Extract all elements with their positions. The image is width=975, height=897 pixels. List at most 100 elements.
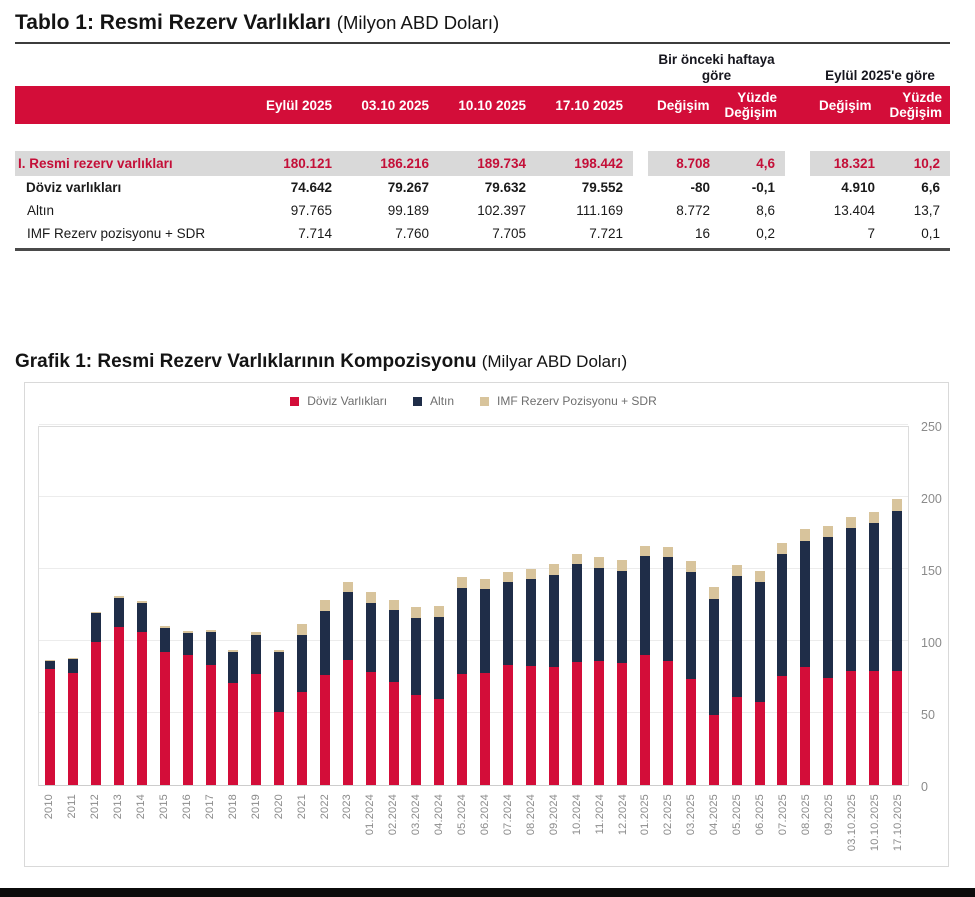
x-label-slot: 07.2025 (772, 794, 795, 868)
bar-2022 (319, 599, 330, 786)
group-header-september: Eylül 2025'e göre (825, 68, 935, 84)
row-value-1: 99.189 (387, 203, 429, 219)
x-tick-label: 10.10.2025 (868, 794, 881, 852)
bar-05.2025 (731, 564, 742, 786)
x-tick-label: 05.2025 (731, 794, 744, 836)
x-tick-label: 2015 (158, 794, 171, 820)
bar-segment (868, 670, 879, 786)
bar-segment (434, 616, 445, 700)
bar-segment (571, 553, 582, 564)
bar-slot (497, 427, 520, 786)
row-value-2: 189.734 (439, 151, 536, 177)
x-tick-label: 2010 (43, 794, 56, 820)
bar-segment (91, 612, 102, 614)
bar-segment (45, 660, 56, 669)
row-sept-pct: 6,6 (921, 180, 940, 196)
legend-swatch-icon (413, 396, 423, 406)
bar-03.2025 (685, 560, 696, 786)
bar-segment (800, 666, 811, 786)
gridline (39, 712, 908, 714)
bar-segment (319, 675, 330, 786)
bar-slot (863, 427, 886, 786)
bar-segment (68, 672, 79, 786)
bar-segment (708, 598, 719, 716)
bar-segment (205, 665, 216, 786)
chart-legend: Döviz Varlıkları Altın IMF Rezerv Pozisyon… (38, 393, 909, 409)
bar-segment (617, 663, 628, 786)
x-tick-label: 07.2024 (501, 794, 514, 836)
row-value-3: 198.442 (536, 151, 633, 177)
bar-segment (640, 655, 651, 786)
header-sept-change: Değişim (810, 86, 885, 125)
chart-card: Döviz Varlıkları Altın IMF Rezerv Pozisyon… (24, 382, 949, 868)
x-tick-label: 03.10.2025 (845, 794, 858, 852)
bar-segment (846, 517, 857, 529)
x-tick-label: 09.2025 (822, 794, 835, 836)
bar-08.2025 (800, 528, 811, 786)
bar-segment (548, 564, 559, 576)
x-label-slot: 2017 (198, 794, 221, 868)
y-tick-label: 150 (921, 564, 942, 579)
x-label-slot: 2014 (130, 794, 153, 868)
bar-06.2024 (480, 578, 491, 786)
header-empty (15, 86, 245, 125)
bar-segment (136, 601, 147, 604)
x-tick-label: 04.2025 (708, 794, 721, 836)
bar-2016 (182, 630, 193, 786)
x-label-slot: 2023 (336, 794, 359, 868)
row-sept-change: 18.321 (810, 151, 885, 177)
x-label-slot: 02.2025 (657, 794, 680, 868)
table-title-unit: (Milyon ABD Doları) (336, 12, 500, 33)
header-week-pct-change: Yüzde Değişim (720, 86, 785, 125)
bar-02.2025 (663, 546, 674, 786)
table-section: Tablo 1: Resmi Rezerv Varlıkları (Milyon… (15, 10, 975, 252)
bar-segment (274, 652, 285, 712)
x-label-slot: 02.2024 (382, 794, 405, 868)
x-tick-label: 2023 (341, 794, 354, 820)
bar-segment (823, 537, 834, 678)
bar-segment (594, 660, 605, 786)
row-sept-pct: 13,7 (913, 203, 940, 219)
bar-segment (685, 560, 696, 573)
bar-slot (840, 427, 863, 786)
bar-2020 (274, 649, 285, 786)
bar-slot (62, 427, 85, 786)
y-tick-label: 50 (921, 708, 935, 723)
bar-segment (685, 572, 696, 680)
bar-segment (502, 664, 513, 786)
bar-segment (68, 658, 79, 673)
footer-bar (0, 888, 975, 897)
bar-2011 (68, 657, 79, 786)
legend-item: Döviz Varlıkları (290, 394, 387, 408)
bar-segment (159, 626, 170, 629)
row-label: Altın (27, 203, 55, 219)
title-divider (15, 42, 950, 45)
bar-segment (457, 588, 468, 675)
header-week-change: Değişim (648, 86, 720, 125)
row-gap (785, 176, 810, 200)
bar-segment (754, 582, 765, 702)
bar-segment (297, 691, 308, 786)
x-tick-label: 2018 (226, 794, 239, 820)
x-tick-label: 2013 (112, 794, 125, 820)
row-gap (633, 151, 648, 177)
bar-slot (451, 427, 474, 786)
bar-slot (382, 427, 405, 786)
x-tick-label: 01.2024 (364, 794, 377, 836)
bar-segment (868, 523, 879, 671)
bar-06.2025 (754, 570, 765, 786)
x-label-slot: 03.2025 (680, 794, 703, 868)
bar-segment (182, 654, 193, 786)
row-value-3: 79.552 (581, 180, 623, 196)
bar-2010 (45, 660, 56, 786)
bar-2014 (136, 601, 147, 786)
x-label-slot: 09.2025 (817, 794, 840, 868)
row-value-2: 79.632 (484, 180, 526, 196)
chart-title-unit: (Milyar ABD Doları) (481, 352, 628, 372)
row-gap (633, 222, 648, 246)
bar-segment (114, 626, 125, 786)
bar-slot (474, 427, 497, 786)
bar-segment (434, 605, 445, 617)
x-label-slot: 2012 (84, 794, 107, 868)
